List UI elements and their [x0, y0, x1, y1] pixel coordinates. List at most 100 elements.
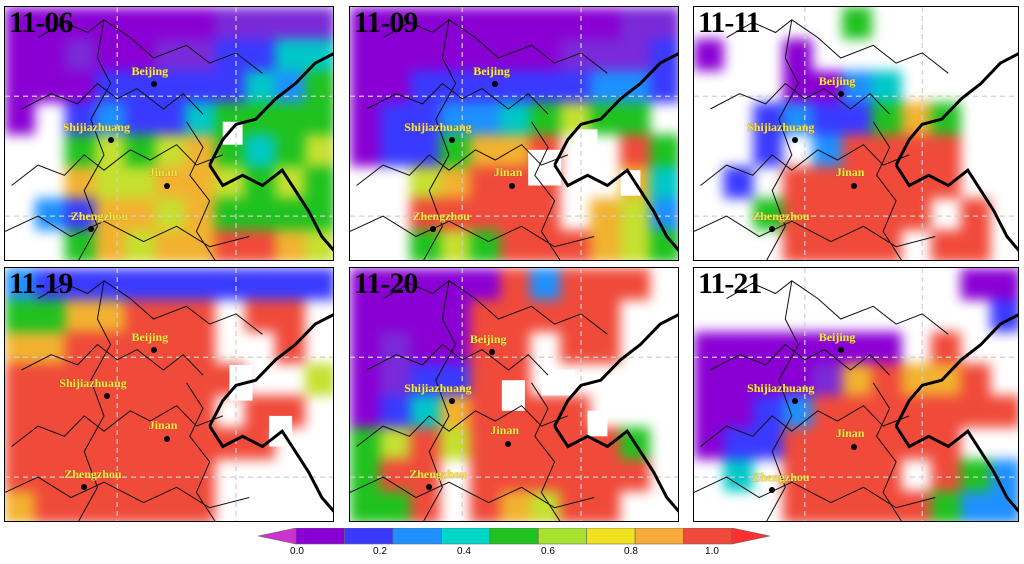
field-cell [5, 102, 36, 136]
field-cell [500, 427, 531, 460]
field-cell [470, 268, 501, 301]
field-cell [125, 363, 156, 397]
city-label: Zhengzhou [752, 208, 810, 223]
field-cell [990, 331, 1018, 365]
field-cell [410, 427, 441, 460]
field-cell [5, 363, 36, 397]
field-cell [155, 363, 186, 397]
city-marker [769, 486, 776, 493]
field-cell [812, 7, 843, 40]
field-cell [620, 268, 651, 301]
field-cell [723, 38, 754, 72]
city-label: Zhengzhou [409, 467, 467, 482]
field-cell [842, 102, 873, 136]
field-cell [410, 491, 441, 521]
field-cell [590, 363, 621, 397]
field-cell [560, 491, 591, 521]
field-cell [753, 230, 784, 260]
field-cell [380, 491, 411, 521]
province-border [37, 280, 263, 335]
colorbar-segment [537, 528, 587, 545]
field-cell [155, 230, 186, 260]
field-cell [350, 70, 381, 104]
field-cell [620, 38, 651, 72]
field-cell [245, 268, 276, 301]
field-cell [125, 166, 156, 199]
city-marker [449, 397, 456, 404]
field-cell [812, 459, 843, 492]
coastline [553, 313, 678, 513]
field-cells [5, 7, 333, 260]
colorbar-segment [344, 528, 394, 545]
field-cell [753, 268, 784, 301]
province-border [382, 19, 608, 74]
field-cell [125, 395, 156, 428]
field-cell [753, 395, 784, 428]
field-map [694, 7, 1018, 260]
field-cell [871, 427, 902, 460]
field-cell [305, 70, 333, 104]
field-cell [350, 166, 381, 199]
field-cell [901, 395, 932, 428]
field-cell [990, 268, 1018, 301]
field-cell [812, 363, 843, 397]
field-cell [812, 395, 843, 428]
field-cell [410, 38, 441, 72]
field-cell [350, 363, 381, 397]
field-cell [620, 395, 651, 428]
city-label: Beijing [818, 73, 856, 88]
field-cell [185, 102, 216, 136]
field-cell [560, 395, 591, 428]
field-cell [245, 230, 276, 260]
city-label: Shijiazhuang [404, 380, 472, 395]
field-cell [723, 134, 754, 167]
field-cell [560, 70, 591, 104]
city-marker [150, 346, 157, 353]
field-cell [5, 427, 36, 460]
map-panel: 11-09 Beijing Shijiazhuang Jinan Zhengzhou [349, 6, 679, 261]
field-cell [723, 331, 754, 365]
field-cell [35, 166, 66, 199]
field-cell [694, 363, 725, 397]
field-cell [65, 459, 96, 492]
field-cell [380, 268, 411, 301]
coastline [208, 52, 333, 252]
field-cell [440, 459, 471, 492]
field-cell [620, 230, 651, 260]
province-border [11, 405, 223, 447]
colorbar-segment [634, 528, 684, 545]
province-border [531, 382, 561, 521]
field-cell [470, 7, 501, 40]
city-marker [426, 484, 433, 491]
city-marker [508, 182, 515, 189]
field-cell [901, 70, 932, 104]
field-cell [245, 38, 276, 72]
field-cell [650, 395, 678, 428]
field-cell [125, 134, 156, 167]
colorbar-segment [441, 528, 491, 545]
field-cell [440, 491, 471, 521]
field-cell [560, 331, 591, 365]
field-cell [350, 102, 381, 136]
field-cell [35, 230, 66, 260]
field-cell [694, 70, 725, 104]
city-label: Shijiazhuang [62, 119, 130, 134]
field-cell [95, 70, 126, 104]
field-cell [620, 299, 651, 333]
field-cell [35, 395, 66, 428]
field-cell [530, 299, 561, 333]
field-cell [990, 166, 1018, 199]
field-cell [990, 134, 1018, 167]
field-cell [842, 198, 873, 231]
province-border [694, 215, 936, 248]
field-cell [901, 331, 932, 365]
city-label: Beijing [131, 63, 169, 78]
field-cell [931, 38, 962, 72]
missing-data-cell [574, 129, 598, 153]
field-map [5, 268, 333, 521]
field-cells [694, 268, 1018, 521]
missing-data-cell [587, 410, 608, 437]
field-cell [753, 38, 784, 72]
province-border [21, 82, 204, 115]
field-cell [65, 299, 96, 333]
